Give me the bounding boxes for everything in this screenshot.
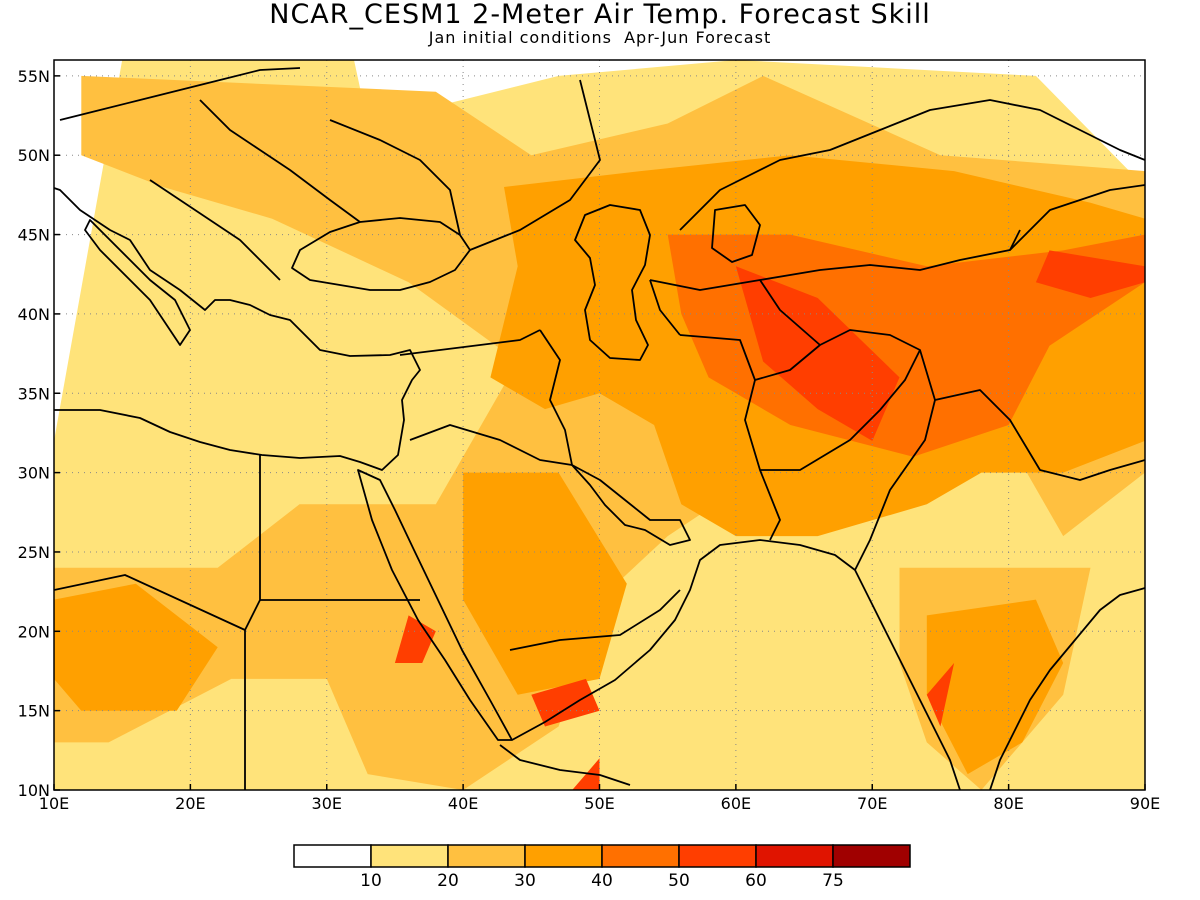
map-subtitle: Jan initial conditions Apr-Jun Forecast xyxy=(428,28,772,47)
border-kazakhstan-north xyxy=(679,99,1145,231)
lon-label-90: 90E xyxy=(1130,794,1160,813)
lat-label-10: 10N xyxy=(18,781,50,800)
coastline-aral-sea xyxy=(711,204,761,263)
lat-label-40: 40N xyxy=(18,305,50,324)
skill-region-50-11 xyxy=(394,615,436,663)
coastline-india-east xyxy=(989,587,1145,790)
lon-label-40: 40E xyxy=(448,794,478,813)
skill-region-50-10 xyxy=(926,663,955,727)
colorbar-swatch-0 xyxy=(293,844,372,868)
border-europe-east xyxy=(199,99,361,223)
lat-label-35: 35N xyxy=(18,384,50,403)
lon-label-20: 20E xyxy=(175,794,205,813)
skill-region-50-8 xyxy=(735,266,900,441)
lat-label-30: 30N xyxy=(18,464,50,483)
border-uzbekistan xyxy=(759,279,821,346)
colorbar-label-10: 10 xyxy=(360,871,382,891)
colorbar: 10 20 30 40 50 60 75 xyxy=(293,844,911,891)
coastline-mediterranean xyxy=(54,187,421,471)
coastline-caspian-sea xyxy=(574,204,651,361)
border-turkey-syria xyxy=(399,329,541,356)
border-north-europe xyxy=(59,67,301,121)
colorbar-label-30: 30 xyxy=(514,871,536,891)
lat-label-55: 55N xyxy=(18,67,50,86)
border-saudi-yemen xyxy=(509,589,681,651)
coastline-arabia-south xyxy=(511,539,961,790)
colorbar-label-50: 50 xyxy=(668,871,690,891)
lat-label-45: 45N xyxy=(18,226,50,245)
coastline-black-sea xyxy=(291,217,471,291)
skill-region-30-4 xyxy=(463,472,627,695)
border-pakistan-india xyxy=(854,349,936,571)
border-iran-iraq xyxy=(539,329,573,466)
plot-area xyxy=(54,60,1145,790)
skill-region-30-5 xyxy=(54,583,218,711)
skill-region-50-12 xyxy=(531,678,600,727)
lat-label-50: 50N xyxy=(18,146,50,165)
lat-label-25: 25N xyxy=(18,543,50,562)
border-india-china xyxy=(934,389,1145,481)
coastlines-borders xyxy=(54,67,1145,790)
colorbar-label-75: 75 xyxy=(822,871,844,891)
coastline-italy xyxy=(84,219,191,346)
colorbar-swatch-4 xyxy=(601,844,680,868)
lon-label-80: 80E xyxy=(993,794,1023,813)
colorbar-label-40: 40 xyxy=(591,871,613,891)
map-title: NCAR_CESM1 2-Meter Air Temp. Forecast Sk… xyxy=(269,0,931,30)
coastline-horn-africa xyxy=(499,744,631,786)
lat-label-15: 15N xyxy=(18,702,50,721)
colorbar-label-60: 60 xyxy=(745,871,767,891)
border-algeria-niger xyxy=(54,574,246,631)
lon-label-10: 10E xyxy=(39,794,69,813)
border-russia-ukraine xyxy=(329,119,461,236)
lon-label-70: 70E xyxy=(857,794,887,813)
lon-label-30: 30E xyxy=(312,794,342,813)
axis-ticks: 10E 20E 30E 40E 50E 60E 70E 80E 90E 55N 50N 45N 40N 3… xyxy=(18,67,1161,813)
colorbar-swatch-5 xyxy=(678,844,757,868)
colorbar-swatch-3 xyxy=(524,844,603,868)
colorbar-swatch-7 xyxy=(832,844,911,868)
border-balkans xyxy=(149,179,281,281)
border-kazakhstan-south xyxy=(649,229,1021,291)
colorbar-swatch-2 xyxy=(447,844,526,868)
border-russia-central xyxy=(469,79,601,251)
border-iran-east xyxy=(679,334,781,541)
lon-label-60: 60E xyxy=(721,794,751,813)
colorbar-label-20: 20 xyxy=(437,871,459,891)
skill-region-50-9 xyxy=(1035,250,1145,298)
lat-label-20: 20N xyxy=(18,622,50,641)
skill-shading-layer xyxy=(54,60,1145,790)
border-mongolia xyxy=(1009,184,1145,251)
border-turkmenistan xyxy=(649,279,681,336)
colorbar-swatch-6 xyxy=(755,844,834,868)
skill-region-50-13 xyxy=(572,758,600,790)
skill-region-30-6 xyxy=(926,599,1064,775)
border-saudi-north xyxy=(409,424,573,466)
lon-label-50: 50E xyxy=(584,794,614,813)
colorbar-swatch-1 xyxy=(370,844,449,868)
coastline-persian-gulf xyxy=(571,464,691,546)
